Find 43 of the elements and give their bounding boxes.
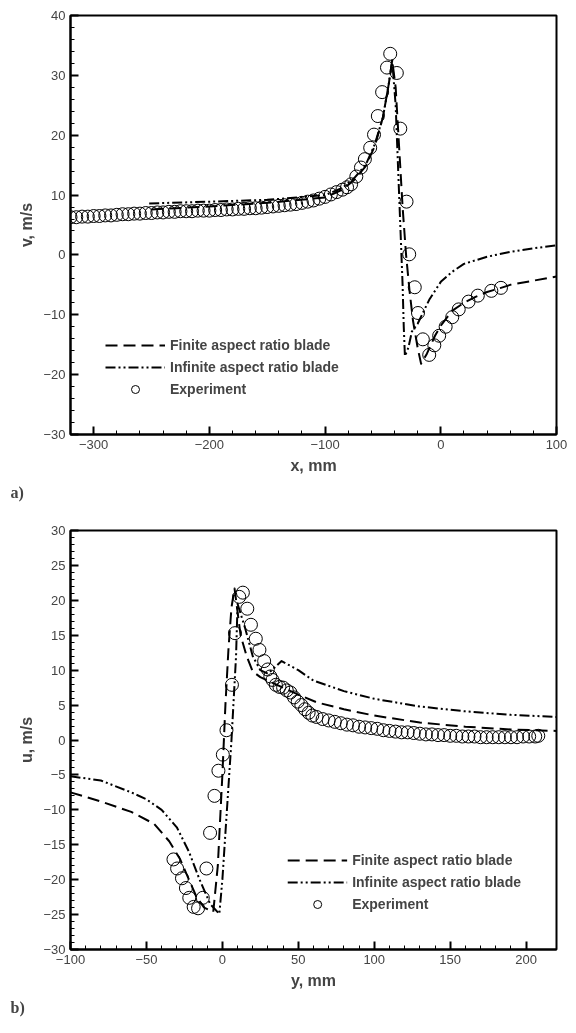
y-tick-label: 10 — [51, 187, 66, 203]
y-tick-label: 40 — [51, 8, 66, 23]
y-tick-label: −10 — [43, 802, 66, 818]
y-tick-label: −10 — [43, 307, 66, 323]
y-tick-label: 20 — [51, 592, 66, 608]
x-tick-label: 0 — [437, 436, 445, 452]
y-tick-label: −25 — [43, 907, 66, 923]
y-axis-title: u, m/s — [18, 716, 36, 764]
y-tick-label: 25 — [51, 557, 66, 573]
legend-label: Finite aspect ratio blade — [170, 337, 331, 353]
y-tick-label: 15 — [51, 627, 66, 643]
x-tick-label: 150 — [439, 951, 462, 967]
y-tick-label: 10 — [51, 662, 66, 678]
y-tick-label: 0 — [58, 732, 66, 748]
y-axis-title: v, m/s — [18, 202, 36, 248]
legend-label: Infinite aspect ratio blade — [352, 874, 521, 890]
legend-label: Finite aspect ratio blade — [352, 852, 513, 868]
y-tick-label: 0 — [58, 247, 66, 263]
x-tick-label: −200 — [194, 436, 225, 452]
y-tick-label: −30 — [43, 427, 66, 442]
legend-label: Experiment — [352, 896, 429, 912]
x-tick-label: 100 — [363, 951, 386, 967]
x-tick-label: 0 — [218, 951, 226, 967]
text: b) — [10, 998, 25, 1017]
y-tick-label: −20 — [43, 872, 66, 888]
y-tick-label: 30 — [51, 523, 66, 538]
y-tick-label: −20 — [43, 367, 66, 383]
y-tick-label: 5 — [58, 697, 66, 713]
y-tick-label: −5 — [50, 767, 66, 783]
x-tick-label: 50 — [291, 951, 306, 967]
y-tick-label: −15 — [43, 837, 66, 853]
x-axis-title: y, mm — [290, 971, 337, 989]
text: a) — [10, 483, 24, 502]
x-tick-label: −100 — [310, 436, 340, 452]
x-tick-label: 200 — [515, 951, 537, 967]
x-tick-label: −50 — [135, 951, 158, 967]
legend-label: Infinite aspect ratio blade — [170, 359, 339, 375]
x-tick-label: −300 — [79, 436, 109, 452]
legend-label: Experiment — [170, 381, 247, 397]
y-tick-label: 20 — [51, 127, 66, 143]
x-tick-label: 100 — [545, 436, 568, 452]
x-axis-title: x, mm — [290, 456, 337, 474]
y-tick-label: 30 — [51, 67, 66, 83]
